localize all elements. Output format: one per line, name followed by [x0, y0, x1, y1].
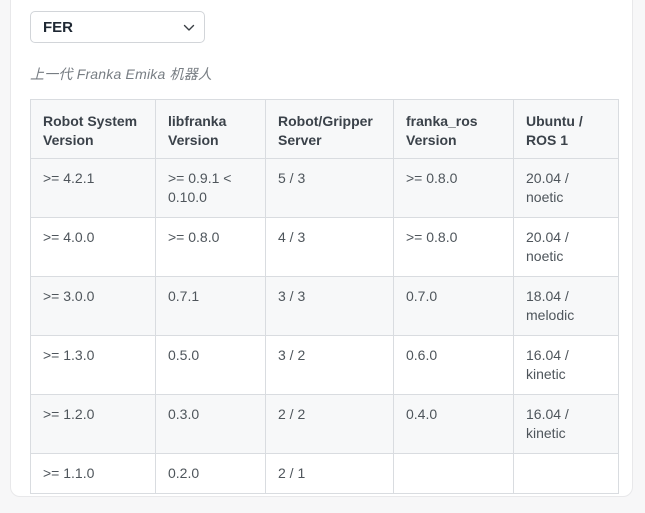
table-cell: >= 0.8.0 — [393, 158, 514, 218]
table-cell: 0.6.0 — [393, 335, 514, 395]
table-cell: 18.04 / melodic — [513, 276, 619, 336]
table-cell: 16.04 / kinetic — [513, 335, 619, 395]
table-cell: 0.5.0 — [155, 335, 266, 395]
table-cell: 0.4.0 — [393, 394, 514, 454]
table-cell — [393, 453, 514, 494]
robot-model-select[interactable]: FER — [30, 11, 205, 43]
table-cell: 0.3.0 — [155, 394, 266, 454]
table-cell: >= 0.8.0 — [155, 217, 266, 277]
table-cell: 3 / 2 — [265, 335, 394, 395]
column-header: Robot System Version — [30, 99, 156, 159]
table-cell: 5 / 3 — [265, 158, 394, 218]
column-header: Robot/Gripper Server — [265, 99, 394, 159]
robot-model-select-wrap: FER — [30, 11, 205, 43]
compatibility-table-head: Robot System Version libfranka Version Rob… — [30, 99, 619, 159]
column-header: franka_ros Version — [393, 99, 514, 159]
table-cell: >= 4.0.0 — [30, 217, 156, 277]
table-row: >= 1.1.0 0.2.0 2 / 1 — [30, 453, 619, 494]
table-cell: 2 / 2 — [265, 394, 394, 454]
content-card: FER 上一代 Franka Emika 机器人 Robot System Ve… — [10, 0, 633, 497]
table-cell — [513, 453, 619, 494]
table-cell: >= 4.2.1 — [30, 158, 156, 218]
table-row: >= 4.2.1 >= 0.9.1 < 0.10.0 5 / 3 >= 0.8.0 20… — [30, 158, 619, 218]
table-cell: >= 1.2.0 — [30, 394, 156, 454]
column-header: Ubuntu / ROS 1 — [513, 99, 619, 159]
model-subtitle: 上一代 Franka Emika 机器人 — [30, 66, 213, 82]
table-row: >= 3.0.0 0.7.1 3 / 3 0.7.0 18.04 / melodic — [30, 276, 619, 336]
table-cell: >= 1.1.0 — [30, 453, 156, 494]
table-cell: 2 / 1 — [265, 453, 394, 494]
table-cell: >= 1.3.0 — [30, 335, 156, 395]
column-header: libfranka Version — [155, 99, 266, 159]
table-cell: 0.2.0 — [155, 453, 266, 494]
compatibility-table: Robot System Version libfranka Version Rob… — [30, 99, 619, 494]
table-cell: 20.04 / noetic — [513, 217, 619, 277]
table-cell: 4 / 3 — [265, 217, 394, 277]
table-cell: >= 3.0.0 — [30, 276, 156, 336]
table-cell: 3 / 3 — [265, 276, 394, 336]
table-cell: 0.7.0 — [393, 276, 514, 336]
table-row: >= 4.0.0 >= 0.8.0 4 / 3 >= 0.8.0 20.04 / noe… — [30, 217, 619, 277]
header-row: Robot System Version libfranka Version Rob… — [30, 99, 619, 159]
table-row: >= 1.2.0 0.3.0 2 / 2 0.4.0 16.04 / kinetic — [30, 394, 619, 454]
compatibility-table-body: >= 4.2.1 >= 0.9.1 < 0.10.0 5 / 3 >= 0.8.0 20… — [30, 158, 619, 494]
table-cell: 16.04 / kinetic — [513, 394, 619, 454]
table-cell: 0.7.1 — [155, 276, 266, 336]
table-cell: >= 0.9.1 < 0.10.0 — [155, 158, 266, 218]
table-cell: 20.04 / noetic — [513, 158, 619, 218]
table-row: >= 1.3.0 0.5.0 3 / 2 0.6.0 16.04 / kinetic — [30, 335, 619, 395]
table-cell: >= 0.8.0 — [393, 217, 514, 277]
